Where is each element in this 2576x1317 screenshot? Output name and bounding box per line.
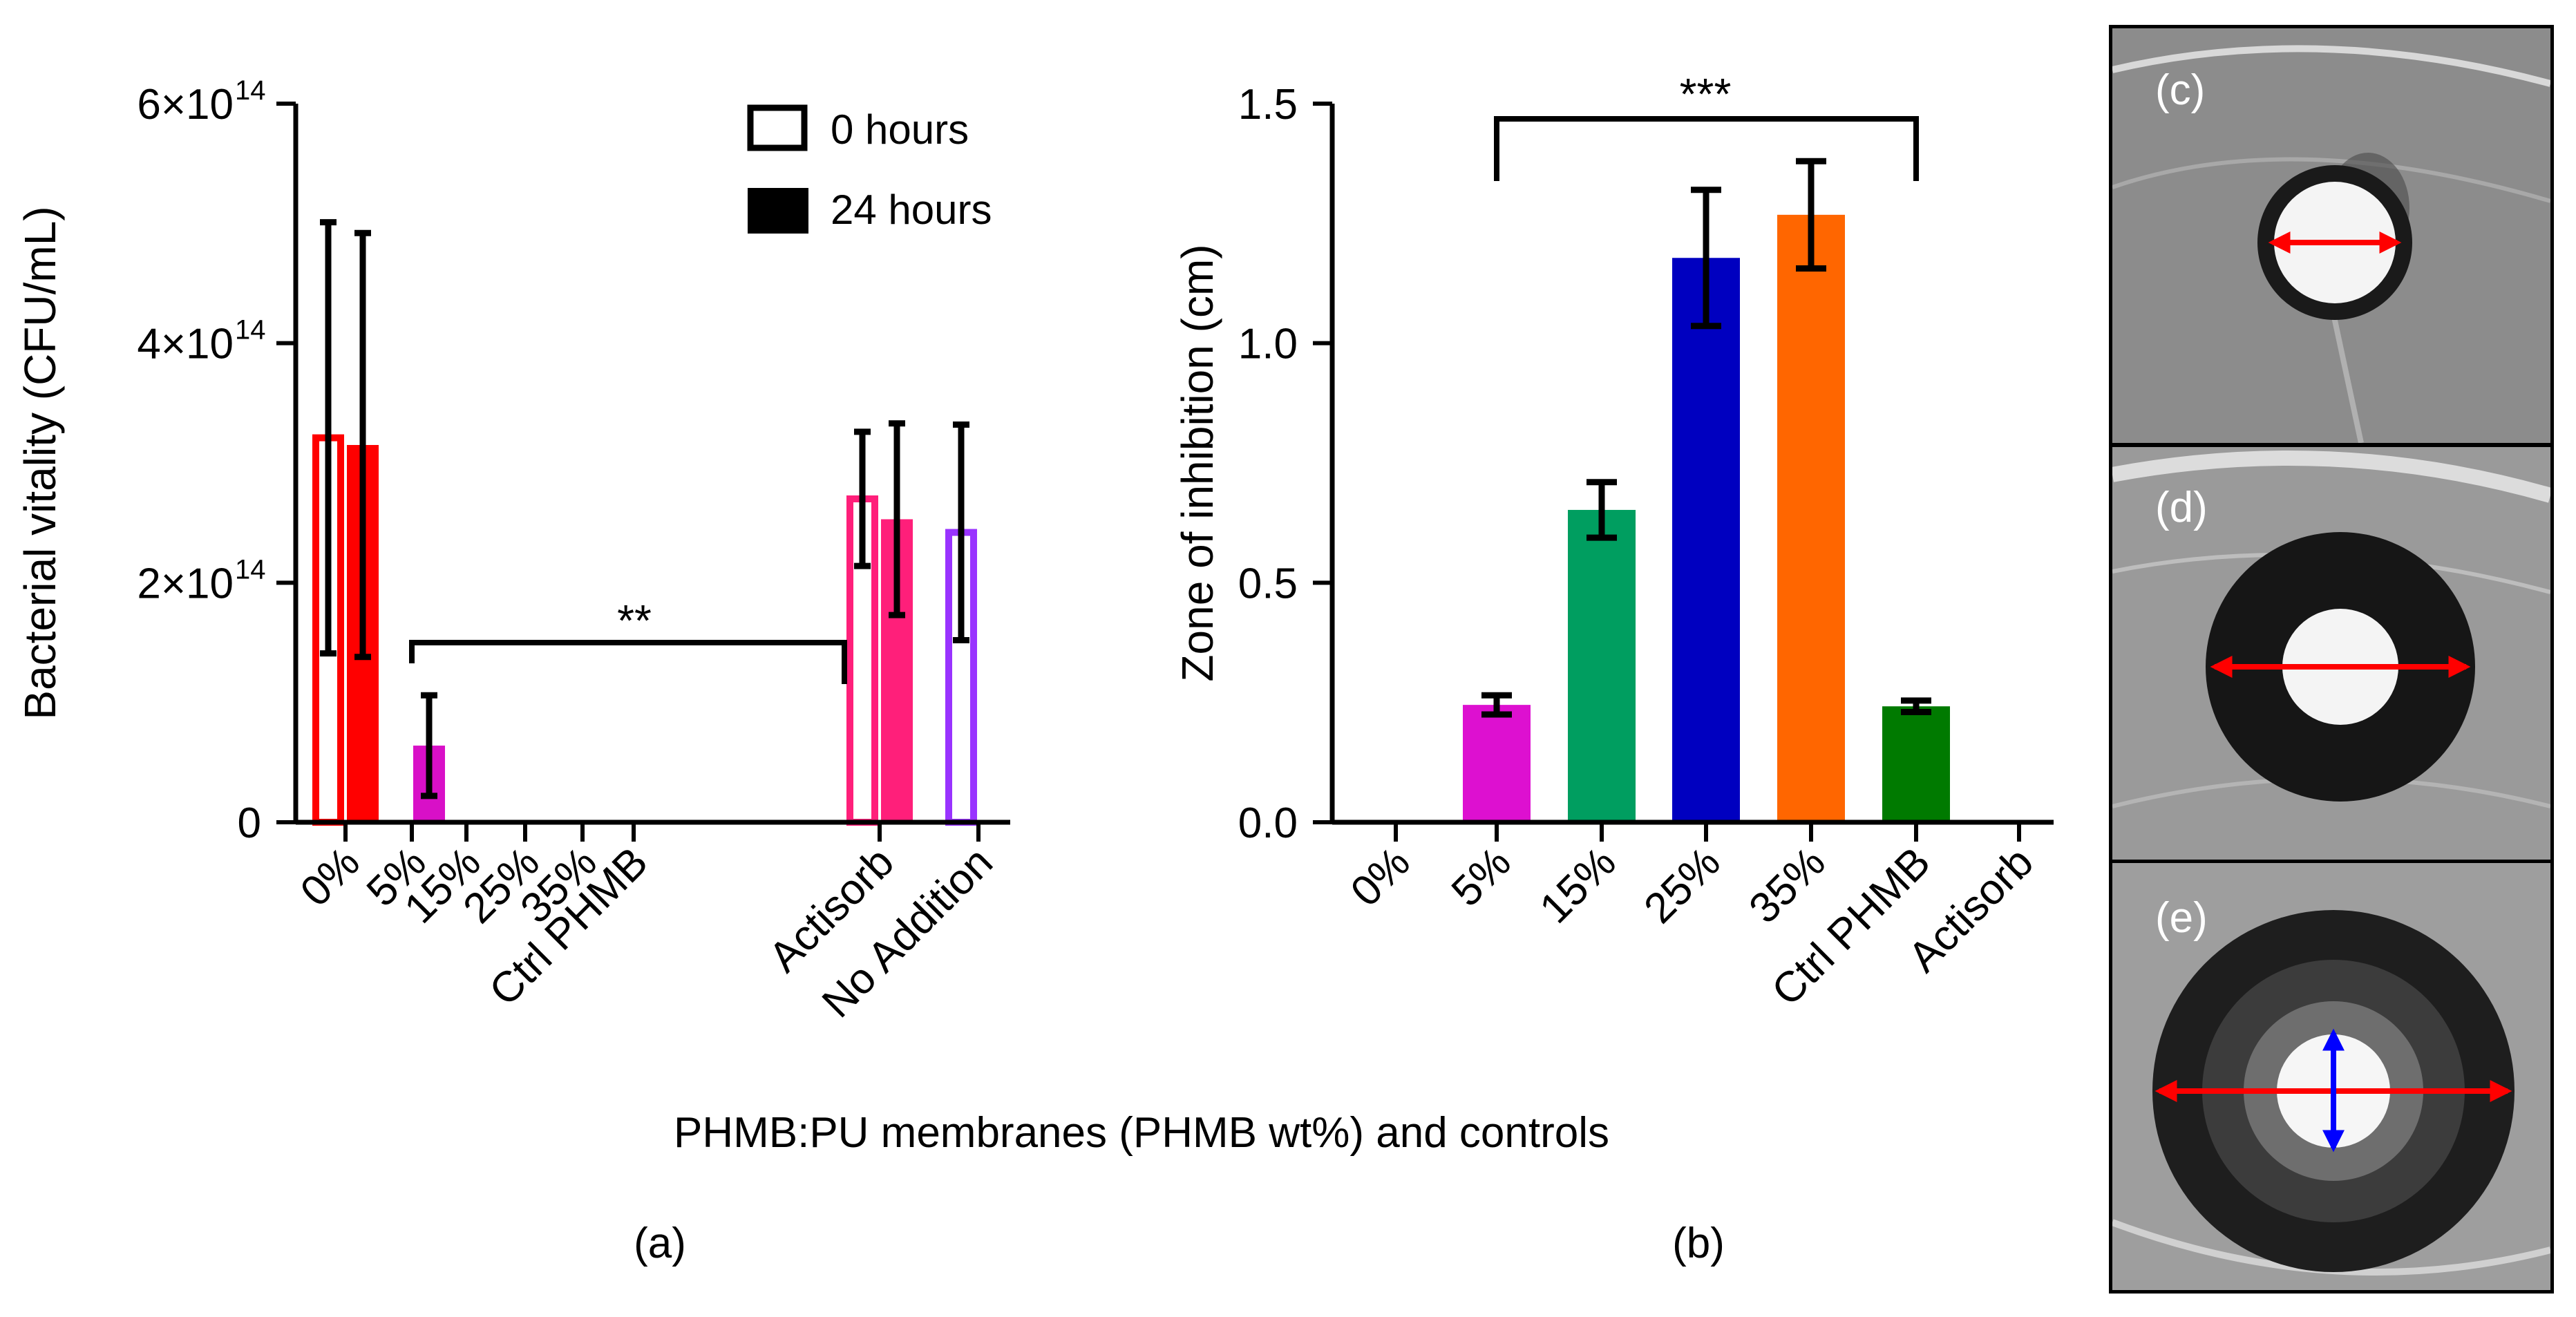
chart-a: 02×10 144×10 146×10 14 0%5%15%25%35%Ctrl PH… [15, 75, 1609, 1267]
chart-b-bar [1463, 705, 1531, 822]
chart-a-x-axis-label: PHMB:PU membranes (PHMB wt%) and control… [674, 1109, 1609, 1157]
chart-b: 0.00.51.01.5 0% 5% 15% 25% 35%Ctrl PHMBActis… [1173, 69, 2054, 1267]
photo-c: (c) [2109, 25, 2554, 446]
chart-b-significance-bracket [1494, 116, 1919, 181]
chart-a-y-tick-label: 2×10 [137, 560, 234, 607]
photo-d-label: (d) [2155, 484, 2208, 531]
chart-a-error-bar [889, 420, 905, 618]
panel-label-b: (b) [1672, 1220, 1725, 1267]
legend-label-0-hours: 0 hours [831, 106, 969, 153]
chart-b-y-axis-ticks: 0.0 0.5 1.0 1.5 [1238, 81, 1332, 847]
legend-swatch-0-hours [747, 104, 808, 151]
chart-a-error-bar [854, 428, 871, 569]
photo-c-image: (c) [2112, 28, 2550, 443]
chart-b-error-bar [1587, 479, 1617, 541]
chart-b-bar [1777, 214, 1845, 822]
chart-a-x-tick-label: 0% [292, 838, 369, 916]
chart-a-error-bar [320, 219, 337, 657]
photo-e-image: (e) [2112, 863, 2550, 1290]
panel-label-a: (a) [634, 1220, 686, 1267]
chart-b-bar [1882, 706, 1950, 822]
chart-a-y-axis-label: Bacterial vitality (CFU/mL) [15, 206, 65, 719]
photo-d: (d) [2109, 444, 2554, 866]
chart-a-significance-label: ** [617, 596, 652, 645]
chart-b-x-tick-label: 25% [1635, 838, 1730, 933]
chart-b-y-tick-label: 0.0 [1238, 799, 1298, 847]
chart-a-error-bar [953, 421, 969, 644]
chart-b-y-axis-label: Zone of inhibition (cm) [1173, 244, 1222, 681]
chart-a-y-tick-exponent: 14 [235, 75, 266, 106]
chart-b-bar [1568, 509, 1636, 822]
chart-b-x-tick-label: 5% [1443, 838, 1520, 916]
chart-b-error-bar [1901, 697, 1931, 716]
photo-e: (e) [2109, 860, 2554, 1294]
chart-b-bars [1463, 158, 1950, 823]
chart-b-x-tick-label: 0% [1342, 838, 1419, 916]
photo-e-label: (e) [2155, 894, 2208, 942]
chart-a-y-tick-label: 6×10 [137, 81, 234, 129]
chart-b-bar [1672, 258, 1740, 823]
legend-swatch-24-hours [748, 188, 808, 234]
chart-a-y-tick-label: 4×10 [137, 321, 234, 368]
legend-label-24-hours: 24 hours [831, 187, 992, 233]
chart-a-error-bar [421, 692, 437, 799]
chart-a-bars [312, 219, 977, 826]
chart-b-significance-label: *** [1680, 69, 1732, 119]
photo-d-image: (d) [2112, 447, 2550, 863]
chart-b-x-tick-label: 35% [1740, 838, 1835, 933]
chart-b-x-tick-label: 15% [1531, 838, 1625, 933]
chart-a-y-tick-exponent: 14 [235, 554, 266, 585]
chart-b-y-tick-label: 0.5 [1238, 560, 1298, 607]
chart-a-error-bar [354, 229, 371, 661]
chart-a-y-tick-exponent: 14 [235, 315, 266, 345]
chart-b-y-tick-label: 1.5 [1238, 81, 1298, 129]
chart-a-y-tick-label: 0 [238, 799, 261, 847]
chart-b-error-bar [1691, 187, 1721, 330]
chart-b-error-bar [1796, 158, 1826, 272]
photo-c-label: (c) [2155, 66, 2205, 114]
chart-a-significance-bracket [409, 640, 847, 684]
chart-b-y-tick-label: 1.0 [1238, 321, 1298, 368]
chart-a-y-axis-ticks: 02×10 144×10 146×10 14 [137, 75, 296, 847]
chart-b-error-bar [1481, 692, 1512, 718]
